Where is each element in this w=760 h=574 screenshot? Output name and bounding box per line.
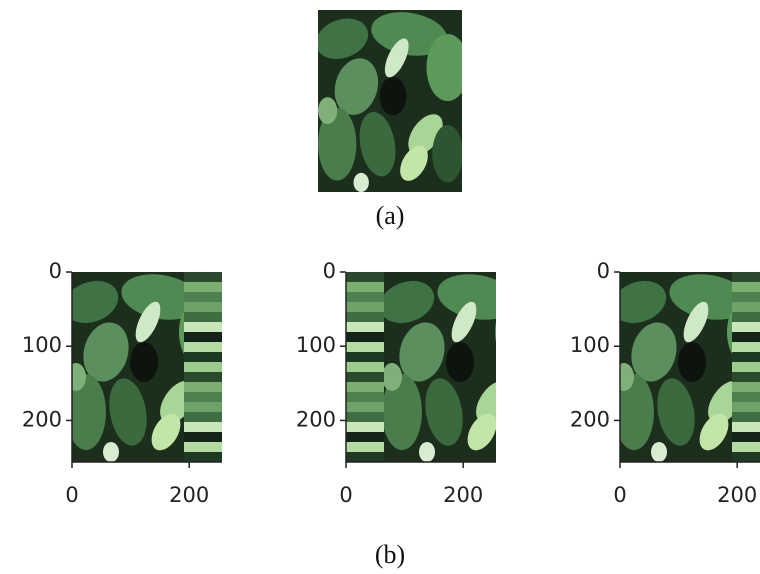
caption: (a) [376, 201, 405, 230]
stripe [732, 272, 760, 282]
stripe [732, 312, 760, 322]
y-tick-label: 200 [22, 407, 62, 431]
stripe [346, 382, 384, 392]
stripe [732, 432, 760, 442]
stripe [184, 392, 222, 402]
stripe [184, 452, 222, 462]
stripe [184, 382, 222, 392]
stripe [184, 332, 222, 342]
stripe [346, 292, 384, 302]
stripe [346, 312, 384, 322]
panel-image [346, 268, 539, 462]
x-tick-label: 200 [717, 483, 757, 507]
stripe [346, 282, 384, 292]
stripe [732, 382, 760, 392]
stripe [346, 392, 384, 402]
stripe [184, 372, 222, 382]
augmented-panels: 0 100 200 0 200 0 100 200 0 200 0 100 200 0 200 [22, 259, 760, 507]
stripe [346, 372, 384, 382]
stripe [732, 452, 760, 462]
y-tick-label: 0 [49, 259, 62, 283]
stripe [346, 402, 384, 412]
stripe [184, 442, 222, 452]
x-tick-label: 0 [339, 483, 352, 507]
x-tick-label: 200 [169, 483, 209, 507]
stripe [732, 392, 760, 402]
stripe [732, 412, 760, 422]
x-tick-label: 200 [443, 483, 483, 507]
stripe [346, 352, 384, 362]
stripe [732, 422, 760, 432]
image-content [374, 268, 539, 462]
page: (a) 0 100 200 0 200 0 100 200 0 200 0 100 200 0 200 (b… [0, 0, 760, 574]
stripe [732, 342, 760, 352]
stripe [184, 302, 222, 312]
stripe [732, 402, 760, 412]
stripe [732, 352, 760, 362]
stripe [184, 432, 222, 442]
y-tick-label: 100 [570, 333, 610, 357]
stripe [346, 302, 384, 312]
y-tick-label: 0 [323, 259, 336, 283]
stripe [184, 292, 222, 302]
stripe [184, 342, 222, 352]
y-tick-label: 200 [296, 407, 336, 431]
stripe [346, 342, 384, 352]
stripe [184, 282, 222, 292]
y-tick-label: 0 [597, 259, 610, 283]
stripe [184, 352, 222, 362]
stripe [346, 452, 384, 462]
x-tick-label: 0 [613, 483, 626, 507]
stripe [184, 312, 222, 322]
stripe [184, 402, 222, 412]
stripe [346, 272, 384, 282]
stripe [184, 412, 222, 422]
stripe [346, 362, 384, 372]
original-image [310, 7, 469, 192]
y-tick-label: 100 [296, 333, 336, 357]
stripe [732, 292, 760, 302]
stripe [732, 372, 760, 382]
stripe [184, 272, 222, 282]
stripe [184, 362, 222, 372]
panel-image [606, 268, 760, 462]
stripe [184, 422, 222, 432]
stripe [346, 332, 384, 342]
stripe [732, 442, 760, 452]
stripe [732, 302, 760, 312]
panel-image [58, 268, 223, 462]
stripe [732, 282, 760, 292]
stripe [346, 432, 384, 442]
y-tick-label: 100 [22, 333, 62, 357]
stripe [346, 322, 384, 332]
y-tick-label: 200 [570, 407, 610, 431]
stripe [346, 412, 384, 422]
caption: (b) [375, 540, 405, 569]
stripe [346, 422, 384, 432]
stripe [732, 332, 760, 342]
x-tick-label: 0 [65, 483, 78, 507]
stripe [184, 322, 222, 332]
stripe [732, 362, 760, 372]
stripe [346, 442, 384, 452]
figure: (a) 0 100 200 0 200 0 100 200 0 200 0 100 200 0 200 (b… [0, 0, 760, 574]
stripe [732, 322, 760, 332]
